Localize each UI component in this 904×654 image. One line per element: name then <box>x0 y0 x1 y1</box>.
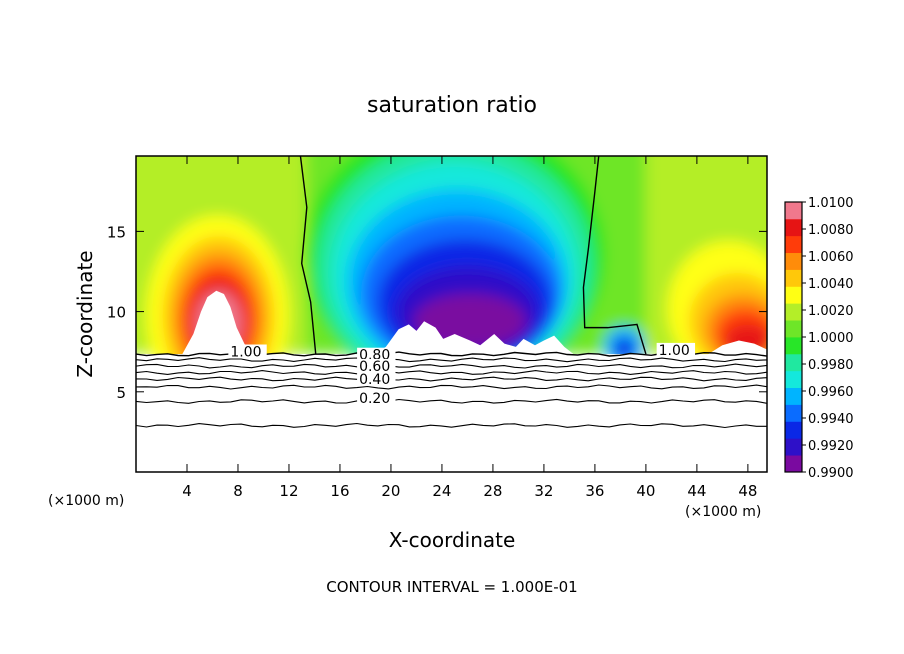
saturated-dome-right <box>707 340 767 355</box>
colorbar-swatch-7 <box>785 337 802 355</box>
contour-label-2: 0.60 <box>359 359 390 375</box>
colorbar-tick-label-8: 1.0060 <box>808 250 854 265</box>
contour-label-5: 1.00 <box>659 343 690 359</box>
colorbar: 0.9900 0.9920 0.9940 0.9960 0.9980 1.0000 1.00… <box>784 196 854 481</box>
colorbar-swatch-11 <box>785 269 802 287</box>
lower-saturated-region <box>136 354 767 472</box>
plot-area: 1.00 0.800.600.400.201.00 <box>136 156 767 472</box>
y-axis-label: Z-coordinate <box>73 250 97 377</box>
colorbar-tick-label-1: 0.9920 <box>808 439 854 454</box>
contour-label-bg-1 <box>357 347 396 362</box>
y-tick-label-15: 15 <box>107 223 126 241</box>
colorbar-swatch-13 <box>785 235 802 254</box>
colorbar-swatch-3 <box>785 404 802 422</box>
x-tick-label-4: 4 <box>182 482 192 500</box>
colorbar-tick-label-6: 1.0020 <box>808 304 854 319</box>
boundary-line-left <box>299 156 317 355</box>
contour-line-3 <box>136 370 767 375</box>
contour-line-1 <box>136 357 767 363</box>
x-tick-label-44: 44 <box>687 482 706 500</box>
x-tick-label-16: 16 <box>330 482 349 500</box>
colorbar-swatch-15 <box>785 202 802 220</box>
x-tick-label-36: 36 <box>585 482 604 500</box>
colorbar-swatch-0 <box>785 455 802 473</box>
saturated-dome-left <box>181 290 253 355</box>
colorbar-tick-label-4: 0.9980 <box>808 358 854 373</box>
colorbar-tick-label-10: 1.0100 <box>808 196 854 211</box>
colorbar-swatch-9 <box>785 303 802 321</box>
plot-frame <box>135 155 768 473</box>
x-axis-label: X-coordinate <box>389 528 516 552</box>
x-axis: 4 8 12 16 20 24 28 32 36 40 44 48 <box>182 156 757 500</box>
x-unit-left: (×1000 m) <box>48 493 124 509</box>
colorbar-swatch-4 <box>785 387 802 405</box>
colorbar-swatch-1 <box>785 438 802 456</box>
colorbar-swatch-12 <box>785 252 802 270</box>
colorbar-swatch-14 <box>785 218 802 237</box>
contour-line-7 <box>136 422 767 429</box>
x-tick-label-48: 48 <box>738 482 757 500</box>
colorbar-tick-label-5: 1.0000 <box>808 331 854 346</box>
colorbar-tick-label-0: 0.9900 <box>808 466 854 481</box>
contour-line-5 <box>136 384 767 390</box>
contour-label-bg-3 <box>357 371 396 386</box>
field-blob-18 <box>413 293 527 349</box>
colorbar-tick-label-2: 0.9940 <box>808 412 854 427</box>
y-tick-label-10: 10 <box>107 304 126 322</box>
contour-label-3: 0.40 <box>359 372 390 388</box>
contour-interval-footer: CONTOUR INTERVAL = 1.000E-01 <box>326 578 577 596</box>
contour-line-4 <box>136 376 767 382</box>
colorbar-tick-label-3: 0.9960 <box>808 385 854 400</box>
contour-label-4: 0.20 <box>359 391 390 407</box>
contour-label-bg-2 <box>357 358 396 373</box>
y-axis: 5 10 15 <box>107 223 767 402</box>
contour-lines: 1.00 0.800.600.400.201.00 <box>136 156 767 429</box>
contour-label-bg-5 <box>656 342 696 357</box>
colorbar-tick-label-9: 1.0080 <box>808 223 854 238</box>
colorbar-tick-label-7: 1.0040 <box>808 277 854 292</box>
contour-label-0: 1.00 <box>230 345 261 361</box>
saturation-field <box>136 156 767 472</box>
x-tick-label-40: 40 <box>636 482 655 500</box>
boundary-line-right <box>582 156 647 355</box>
colorbar-swatch-2 <box>785 421 802 439</box>
colorbar-swatch-10 <box>785 286 802 304</box>
x-tick-label-8: 8 <box>233 482 243 500</box>
x-unit-right: (×1000 m) <box>685 504 761 520</box>
saturated-dome-center <box>373 321 575 355</box>
colorbar-swatch-6 <box>785 353 802 372</box>
x-tick-label-32: 32 <box>534 482 553 500</box>
contour-label-bg-4 <box>357 391 396 406</box>
y-tick-label-5: 5 <box>116 384 126 402</box>
colorbar-swatch-8 <box>785 320 802 338</box>
x-tick-label-28: 28 <box>483 482 502 500</box>
contour-label-bg-0 <box>228 344 267 359</box>
x-tick-label-12: 12 <box>279 482 298 500</box>
x-tick-label-24: 24 <box>432 482 451 500</box>
contour-line-2 <box>136 363 767 369</box>
chart-title: saturation ratio <box>367 93 537 118</box>
x-tick-label-20: 20 <box>381 482 400 500</box>
colorbar-swatch-5 <box>785 370 802 389</box>
contour-line-6 <box>136 398 767 404</box>
